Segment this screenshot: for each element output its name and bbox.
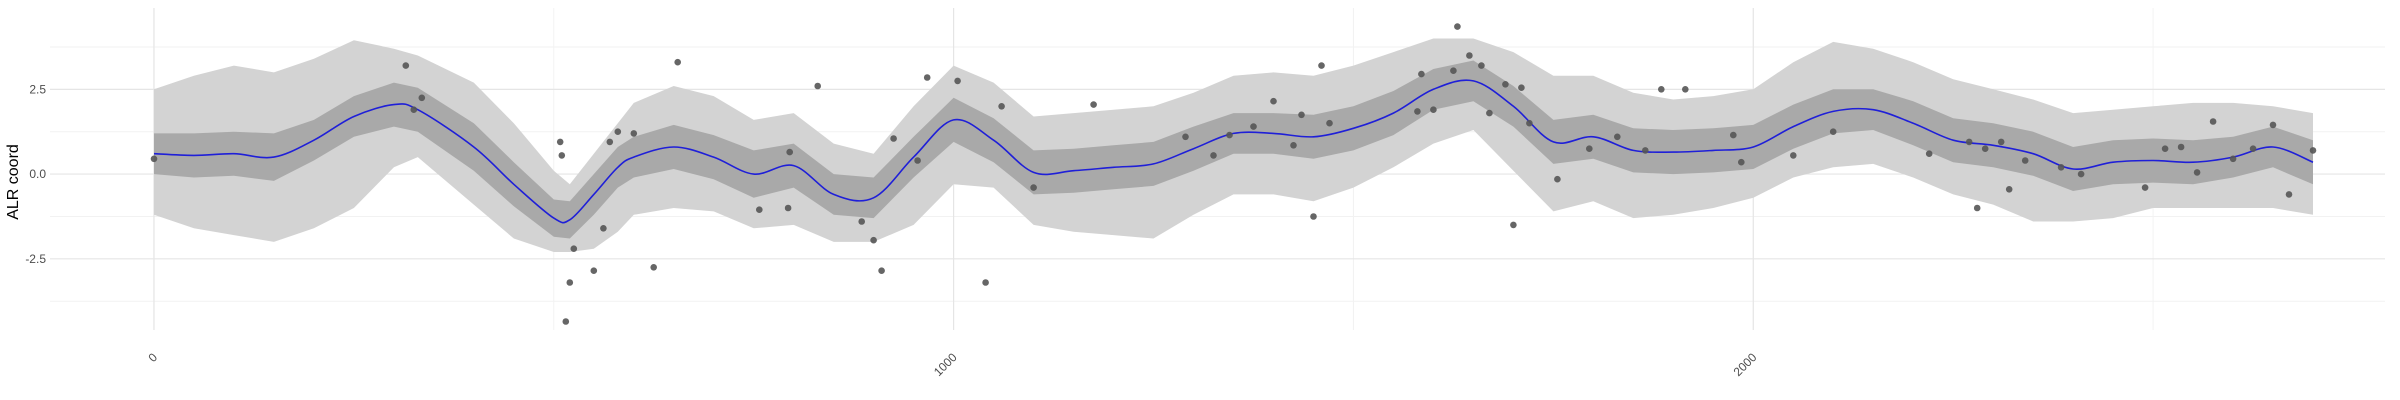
y-tick-label: -2.5	[25, 252, 46, 266]
data-point	[1486, 109, 1493, 117]
data-point	[1981, 145, 1989, 152]
data-point	[1510, 221, 1517, 229]
data-point	[1414, 108, 1421, 115]
data-point	[814, 82, 821, 90]
data-point	[2269, 121, 2277, 129]
data-point	[2309, 147, 2317, 154]
data-point	[1226, 131, 1233, 139]
data-point	[1925, 150, 1933, 157]
data-point	[2021, 157, 2029, 164]
data-point	[858, 218, 865, 225]
data-point	[570, 245, 578, 252]
data-point	[1502, 81, 1509, 88]
data-point	[1318, 62, 1325, 69]
data-point	[786, 148, 793, 156]
data-point	[2077, 170, 2085, 178]
data-point	[878, 267, 885, 275]
data-point	[418, 94, 426, 102]
data-point	[1965, 138, 1973, 146]
data-point	[756, 206, 763, 213]
data-point	[1554, 175, 1561, 183]
y-tick-label: 0.0	[29, 167, 46, 181]
data-point	[2177, 143, 2185, 151]
confidence-bands	[154, 38, 2313, 252]
inner-confidence-band	[154, 60, 2313, 239]
data-point	[982, 279, 989, 286]
data-point	[1326, 119, 1333, 127]
data-point	[2249, 145, 2257, 152]
data-point	[954, 77, 961, 85]
data-point	[566, 279, 574, 286]
data-point	[1790, 152, 1797, 159]
data-point	[1298, 111, 1305, 119]
data-point	[1250, 123, 1257, 130]
data-point	[1454, 23, 1461, 30]
data-point	[1182, 133, 1189, 141]
data-point	[1518, 84, 1525, 91]
data-point	[1738, 158, 1745, 166]
data-point	[1030, 184, 1037, 191]
data-point	[998, 103, 1005, 110]
data-point	[1430, 106, 1437, 113]
data-point	[650, 264, 657, 271]
x-tick-label: 2000	[1731, 350, 1760, 379]
data-point	[914, 157, 921, 164]
data-point	[1418, 70, 1425, 78]
data-point	[2161, 145, 2169, 152]
data-point	[1997, 138, 2005, 146]
data-point	[2229, 155, 2237, 163]
data-point	[1310, 213, 1317, 220]
data-point	[890, 135, 897, 142]
data-point	[562, 318, 570, 325]
data-point	[1210, 152, 1217, 159]
y-axis-title: ALR coord	[5, 144, 22, 220]
data-point	[923, 74, 931, 81]
data-point	[1290, 142, 1297, 149]
x-axis-tick-labels: 0 1000 2000	[145, 350, 1759, 379]
data-point	[1973, 204, 1981, 212]
data-point	[1270, 97, 1277, 105]
data-point	[600, 225, 607, 232]
data-point	[2193, 169, 2201, 176]
data-point	[1682, 86, 1689, 93]
data-point	[870, 236, 877, 244]
data-point	[2005, 186, 2013, 193]
data-point	[1642, 147, 1649, 154]
data-point	[784, 204, 792, 212]
data-point	[590, 267, 598, 275]
y-tick-label: 2.5	[29, 82, 46, 96]
data-point	[606, 138, 614, 146]
smooth-fit-line	[153, 79, 2314, 224]
data-point	[1586, 145, 1593, 152]
data-point	[1478, 62, 1485, 69]
data-point	[614, 128, 622, 135]
x-tick-label: 0	[145, 350, 160, 365]
data-point	[558, 152, 566, 159]
data-point	[2057, 164, 2065, 171]
data-point	[1466, 52, 1473, 59]
data-points	[150, 23, 2317, 325]
data-point	[1090, 101, 1097, 108]
fit-line	[153, 79, 2314, 224]
data-point	[674, 58, 681, 66]
data-point	[150, 155, 158, 163]
data-point	[402, 62, 410, 69]
data-point	[2209, 118, 2217, 125]
data-point	[1450, 67, 1457, 74]
y-axis-tick-labels: -2.5 0.0 2.5	[25, 82, 46, 265]
data-point	[1526, 119, 1533, 127]
data-point	[2285, 191, 2293, 198]
data-point	[556, 138, 564, 146]
data-point	[1829, 128, 1837, 135]
x-tick-label: 1000	[931, 350, 960, 379]
data-point	[1614, 133, 1621, 141]
data-point	[630, 130, 638, 137]
data-point	[410, 106, 418, 113]
data-point	[2141, 184, 2149, 191]
data-point	[1658, 86, 1665, 93]
data-point	[1730, 131, 1737, 139]
